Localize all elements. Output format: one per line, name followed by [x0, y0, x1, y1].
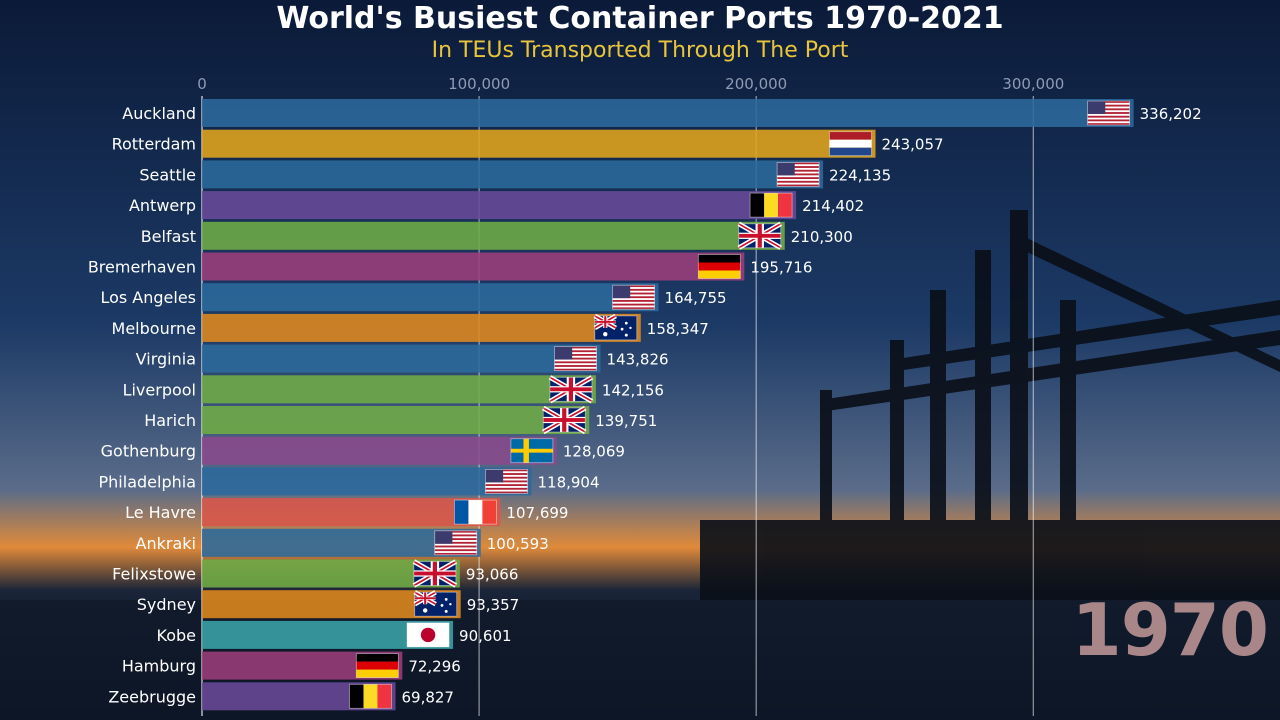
category-label: Belfast: [141, 227, 196, 246]
category-label: Philadelphia: [99, 472, 196, 491]
category-label: Felixstowe: [112, 565, 196, 584]
bar-seattle: [202, 160, 824, 189]
bar-virginia: [202, 344, 601, 373]
flag-de-icon: [355, 653, 399, 678]
flag-gb-icon: [548, 375, 594, 404]
year-label: 1970: [1071, 588, 1269, 672]
flag-jp-icon: [406, 622, 450, 648]
value-label: 224,135: [829, 166, 891, 184]
value-label: 143,826: [607, 351, 669, 369]
category-label: Auckland: [122, 104, 196, 123]
value-label: 93,357: [467, 596, 520, 614]
flag-gb-icon: [737, 221, 782, 250]
flag-us-icon: [1087, 100, 1131, 126]
value-label: 158,347: [647, 320, 709, 338]
x-tick-label: 300,000: [1002, 75, 1064, 93]
value-label: 210,300: [791, 228, 853, 246]
category-label: Bremerhaven: [88, 258, 196, 277]
value-label: 100,593: [487, 535, 549, 553]
flag-us-icon: [434, 530, 478, 556]
flag-se-icon: [510, 438, 554, 464]
value-label: 72,296: [408, 658, 461, 676]
chart-subtitle: In TEUs Transported Through The Port: [431, 38, 849, 63]
value-label: 164,755: [665, 289, 727, 307]
value-label: 69,827: [401, 688, 454, 706]
flag-gb-icon: [542, 405, 587, 435]
flag-au-icon: [593, 313, 638, 341]
value-label: 139,751: [595, 412, 657, 430]
bar-philadelphia: [202, 467, 532, 496]
flag-us-icon: [612, 284, 655, 310]
bar-los-angeles: [202, 283, 659, 312]
x-tick-label: 0: [197, 75, 207, 93]
flag-gb-icon: [412, 559, 458, 588]
bar-bremerhaven: [202, 252, 745, 281]
category-label: Harich: [144, 411, 196, 430]
category-label: Liverpool: [123, 380, 196, 399]
flag-be-icon: [749, 192, 793, 218]
category-label: Los Angeles: [100, 288, 196, 307]
category-label: Le Havre: [125, 503, 196, 522]
value-label: 107,699: [506, 504, 568, 522]
bar-harich: [202, 406, 590, 434]
category-label: Zeebrugge: [108, 687, 196, 706]
category-label: Melbourne: [112, 319, 196, 338]
chart-title: World's Busiest Container Ports 1970-202…: [276, 1, 1004, 36]
category-label: Hamburg: [122, 657, 196, 676]
flag-fr-icon: [454, 499, 497, 525]
x-tick-label: 100,000: [448, 75, 510, 93]
value-label: 214,402: [802, 197, 864, 215]
x-tick-label: 200,000: [725, 75, 787, 93]
category-label: Rotterdam: [112, 135, 196, 154]
flag-de-icon: [697, 254, 741, 279]
category-label: Ankraki: [136, 534, 196, 553]
value-label: 243,057: [882, 136, 944, 154]
flag-be-icon: [349, 683, 392, 709]
value-label: 128,069: [563, 443, 625, 461]
bar-antwerp: [202, 191, 797, 220]
bar-gothenburg: [202, 436, 557, 465]
category-label: Sydney: [137, 595, 196, 614]
value-label: 118,904: [537, 473, 599, 491]
flag-nl-icon: [829, 131, 872, 157]
category-label: Virginia: [136, 350, 196, 369]
category-label: Seattle: [139, 165, 196, 184]
value-label: 93,066: [466, 566, 518, 584]
bar-auckland: [202, 99, 1134, 127]
value-label: 142,156: [602, 381, 664, 399]
bar-melbourne: [202, 313, 641, 342]
bar-belfast: [202, 221, 785, 250]
value-label: 195,716: [750, 259, 812, 277]
flag-us-icon: [554, 346, 597, 372]
value-label: 90,601: [459, 627, 512, 645]
bar-le-havre: [202, 498, 501, 527]
category-label: Antwerp: [129, 196, 196, 215]
value-label: 336,202: [1140, 105, 1202, 123]
bar-ankraki: [202, 528, 481, 557]
flag-us-icon: [776, 161, 820, 187]
flag-us-icon: [485, 468, 528, 494]
category-label: Gothenburg: [101, 442, 196, 461]
bar-rotterdam: [202, 129, 876, 158]
flag-au-icon: [413, 590, 458, 617]
category-label: Kobe: [157, 626, 196, 645]
bar-liverpool: [202, 375, 596, 404]
